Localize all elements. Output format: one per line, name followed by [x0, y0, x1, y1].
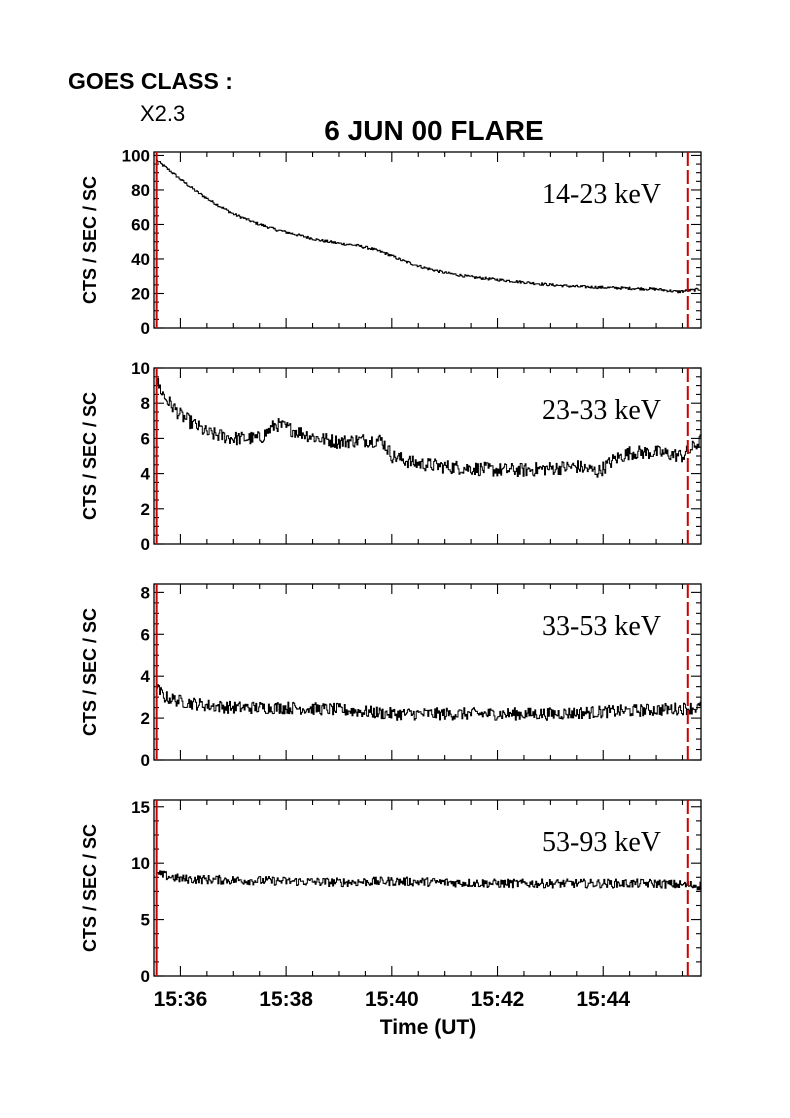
count-rate-series [156, 377, 702, 478]
y-tick-label: 20 [131, 284, 150, 303]
y-tick-label: 6 [141, 625, 150, 644]
y-tick-label: 6 [141, 429, 150, 448]
panel-2: 0 2 4 6 8 10 CTS / SEC / SC 23-33 keV [80, 359, 702, 554]
y-tick-label: 15 [131, 798, 150, 817]
panel-4: 0 5 10 15 CTS / SEC / SC 53-93 keV [80, 798, 702, 986]
y-tick-label: 2 [141, 500, 150, 519]
y-tick-label: 4 [141, 465, 151, 484]
x-tick-label: 15:38 [259, 988, 313, 1011]
count-rate-series [156, 870, 702, 891]
energy-band-label: 14-23 keV [542, 179, 661, 210]
y-tick-label: 40 [131, 250, 150, 269]
y-axis-label: CTS / SEC / SC [80, 824, 100, 952]
count-rate-series [156, 684, 702, 721]
y-tick-label: 8 [141, 394, 150, 413]
x-tick-label: 15:44 [576, 988, 630, 1011]
panel-1: 0 20 40 60 80 100 CTS / SEC / SC 14-23 keV [80, 146, 702, 338]
y-tick-label: 10 [131, 854, 150, 873]
energy-band-label: 33-53 keV [542, 611, 661, 642]
goes-class-label: GOES CLASS : [68, 68, 233, 94]
goes-class-value: X2.3 [140, 101, 185, 126]
panel-frame [153, 151, 702, 329]
y-axis-label: CTS / SEC / SC [80, 392, 100, 520]
x-tick-label: 15:36 [154, 988, 208, 1011]
y-tick-label: 100 [122, 146, 150, 165]
time-axis: 15:36 15:38 15:40 15:42 15:44 [154, 988, 631, 1011]
panel-3: 0 2 4 6 8 CTS / SEC / SC 33-53 keV [80, 583, 702, 770]
y-axis-label: CTS / SEC / SC [80, 176, 100, 304]
y-tick-label: 80 [131, 181, 150, 200]
panel-frame [153, 583, 702, 761]
energy-band-label: 23-33 keV [542, 395, 661, 426]
x-tick-label: 15:40 [365, 988, 419, 1011]
y-tick-label: 2 [141, 709, 150, 728]
x-axis-label: Time (UT) [380, 1016, 476, 1039]
chart-title: 6 JUN 00 FLARE [324, 115, 543, 146]
y-tick-label: 8 [141, 583, 150, 602]
y-tick-label: 5 [141, 911, 150, 930]
y-tick-label: 0 [141, 535, 150, 554]
energy-band-label: 53-93 keV [542, 827, 661, 858]
y-tick-label: 60 [131, 215, 150, 234]
y-tick-label: 0 [141, 751, 150, 770]
y-tick-label: 0 [141, 319, 150, 338]
count-rate-series [156, 159, 702, 294]
y-tick-label: 4 [141, 667, 151, 686]
x-tick-label: 15:42 [471, 988, 525, 1011]
y-tick-label: 10 [131, 359, 150, 378]
y-tick-label: 0 [141, 967, 150, 986]
y-axis-label: CTS / SEC / SC [80, 608, 100, 736]
